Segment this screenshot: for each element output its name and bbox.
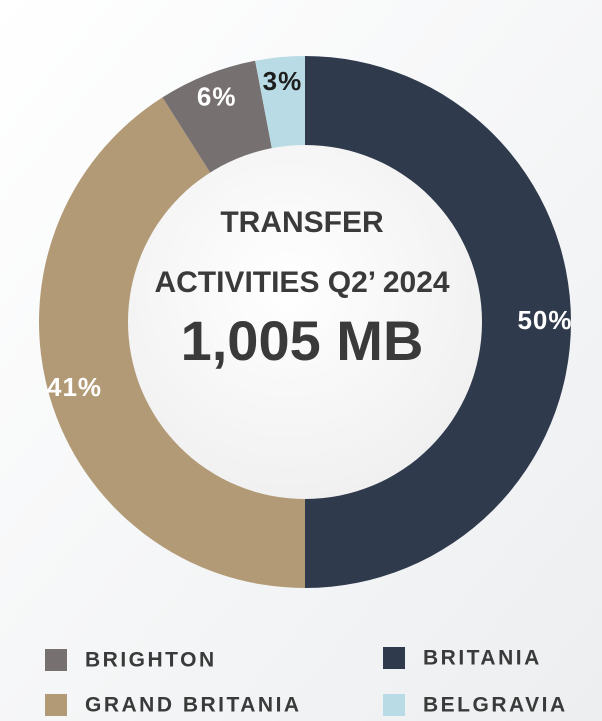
slice (255, 56, 305, 156)
slice (305, 56, 571, 588)
center-total: 1,005 MB (181, 309, 424, 372)
center-title: TRANSFER (220, 206, 384, 239)
slice (38, 97, 305, 588)
value-label: 50% (517, 305, 572, 335)
legend-swatch (45, 649, 67, 671)
value-label: 41% (47, 372, 102, 402)
slice (162, 60, 274, 179)
legend-swatch (45, 694, 67, 716)
legend-label: GRAND BRITANIA (85, 694, 302, 717)
donut-hole (128, 145, 482, 499)
legend: BRITANIA GRAND BRITANIA BRIGHTON BELGRAVIA (45, 647, 568, 717)
legend-swatch (383, 694, 405, 716)
value-label: 3% (263, 66, 303, 96)
value-labels: 50% 41% 6% 3% (47, 66, 572, 402)
legend-swatch (383, 647, 405, 669)
value-label: 6% (197, 82, 237, 112)
center-title: ACTIVITIES Q2’ 2024 (154, 266, 449, 299)
donut (38, 56, 571, 588)
legend-label: BRITANIA (423, 647, 542, 670)
legend-label: BELGRAVIA (423, 694, 568, 717)
legend-label: BRIGHTON (85, 649, 217, 672)
